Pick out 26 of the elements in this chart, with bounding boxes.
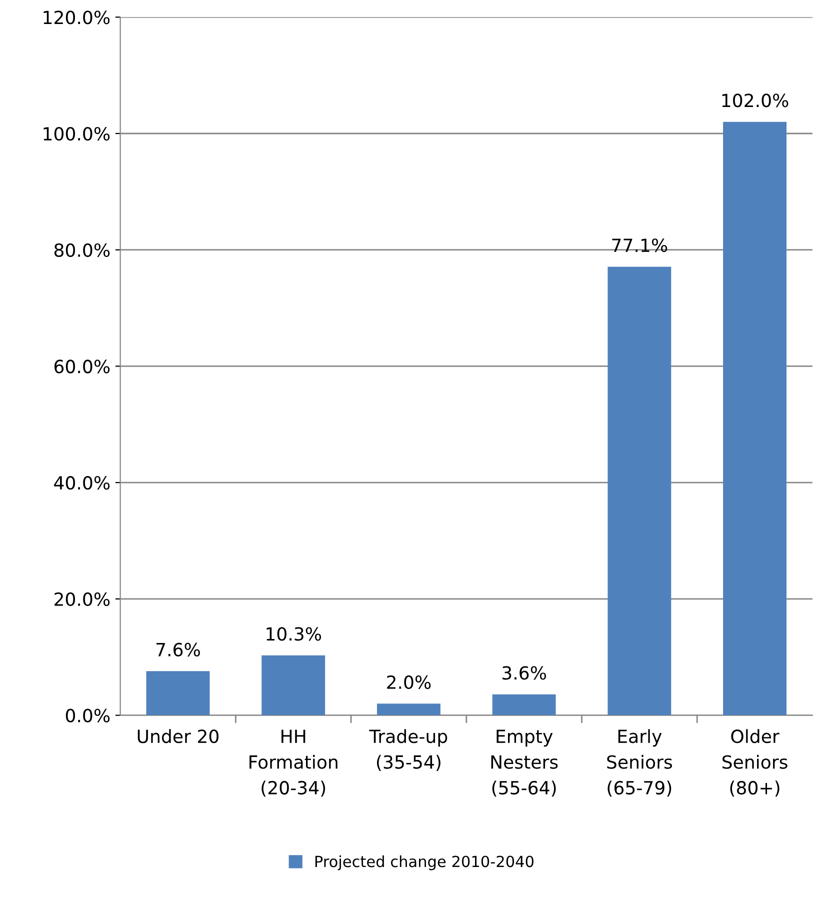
x-tick-label: Older Seniors (80+) [722, 729, 788, 797]
x-tick-label: Early Seniors (65-79) [607, 729, 672, 797]
data-label: 7.6% [156, 642, 200, 656]
x-tick-label: Under 20 [138, 729, 218, 744]
y-tick-label: 20.0% [54, 592, 110, 606]
data-label: 102.0% [722, 94, 788, 108]
bar [608, 266, 672, 716]
y-tick-label: 40.0% [54, 476, 110, 490]
bar [146, 671, 210, 716]
x-tick-label: Trade-up (35-54) [369, 729, 448, 771]
y-tick-label: 120.0% [44, 10, 110, 24]
data-label: 10.3% [266, 627, 322, 641]
y-tick-label: 100.0% [44, 126, 110, 141]
data-label: 2.0% [387, 675, 431, 690]
data-label: 3.6% [502, 666, 546, 680]
x-tick-label: HH Formation (20-34) [250, 730, 338, 797]
y-tick-label: 80.0% [54, 243, 110, 257]
bar [376, 704, 440, 716]
data-label: 77.1% [612, 238, 668, 252]
legend-label: Projected change 2010-2040 [315, 855, 534, 870]
bar [492, 694, 556, 716]
y-tick-label: 60.0% [54, 360, 110, 374]
x-tick-label: Empty Nesters (55-64) [491, 730, 558, 797]
bar [262, 655, 326, 716]
y-tick-label: 0.0% [66, 708, 110, 722]
bar [723, 122, 787, 716]
